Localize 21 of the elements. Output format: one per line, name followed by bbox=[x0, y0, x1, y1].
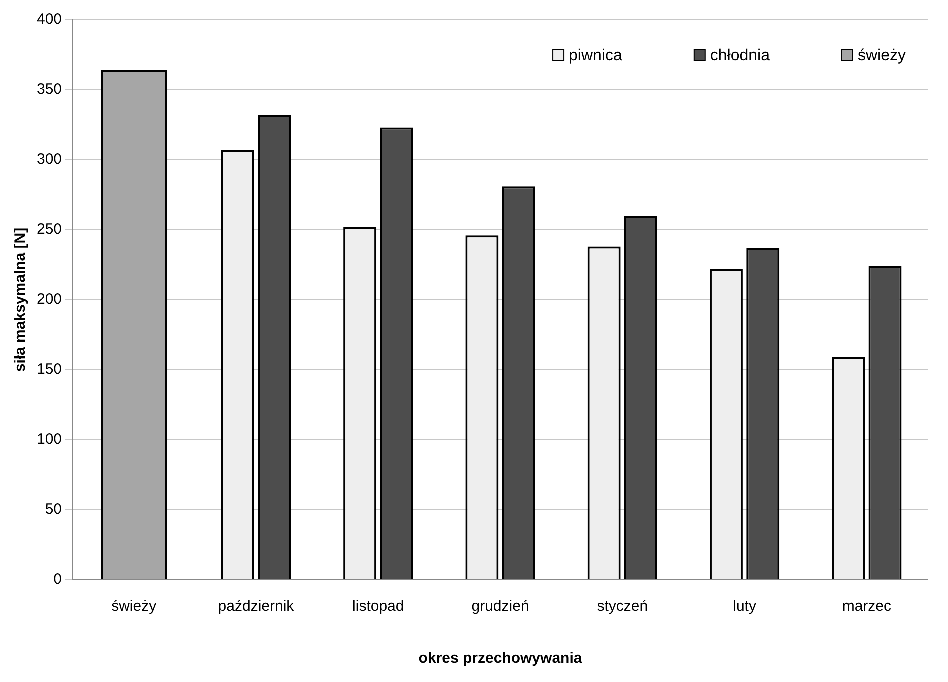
y-axis-title: siła maksymalna [N] bbox=[12, 228, 30, 372]
y-tick-label: 300 bbox=[36, 151, 62, 168]
y-tick-label: 100 bbox=[36, 431, 62, 448]
y-tick-label: 50 bbox=[45, 501, 62, 518]
legend-label: chłodnia bbox=[710, 47, 770, 64]
y-tick-label: 0 bbox=[54, 571, 62, 588]
y-tick-label: 150 bbox=[36, 361, 62, 378]
y-tick-label: 350 bbox=[36, 81, 62, 98]
legend-label: świeży bbox=[858, 47, 906, 64]
x-tick-label: listopad bbox=[352, 598, 404, 616]
legend-label: piwnica bbox=[569, 47, 622, 64]
y-tick-label: 250 bbox=[36, 221, 62, 238]
x-tick-label: październik bbox=[218, 598, 295, 616]
x-axis-title: okres przechowywania bbox=[418, 650, 583, 668]
x-tick-label: marzec bbox=[842, 598, 892, 616]
y-tick-label: 200 bbox=[36, 291, 62, 308]
x-tick-label: świeży bbox=[112, 598, 158, 616]
x-tick-label: styczeń bbox=[597, 598, 648, 616]
x-tick-label: grudzień bbox=[472, 598, 530, 616]
x-tick-label: luty bbox=[733, 598, 757, 616]
y-tick-label: 400 bbox=[36, 11, 62, 28]
